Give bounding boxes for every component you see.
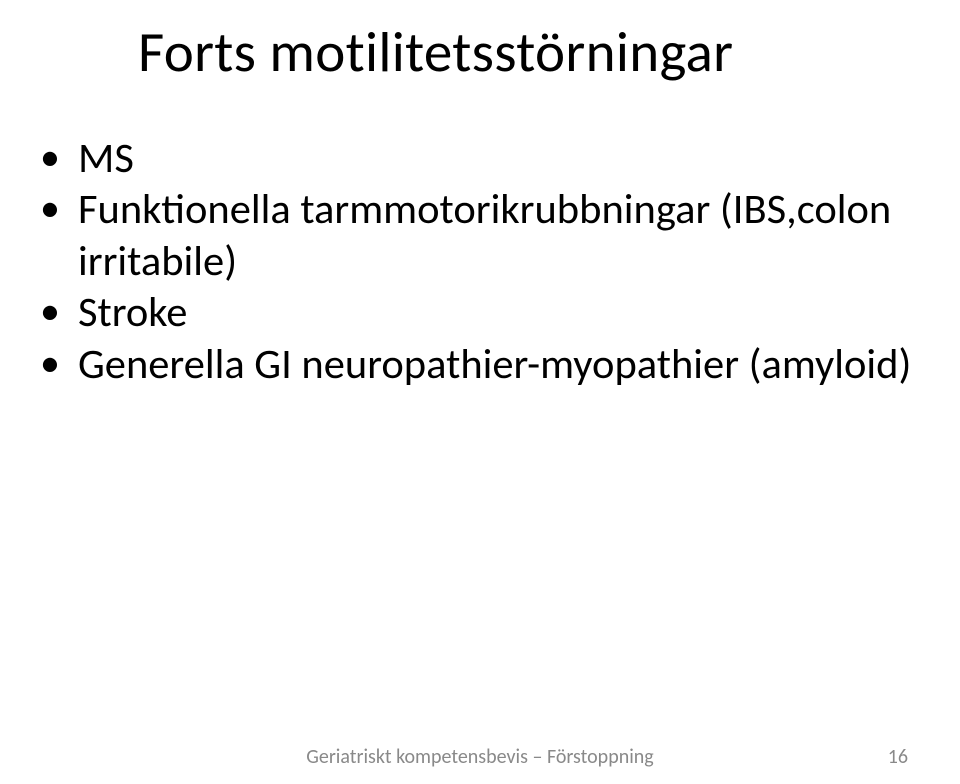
- list-item: Generella GI neuropathier-myopathier (am…: [38, 339, 960, 390]
- slide-footer: Geriatriskt kompetensbevis – Förstoppnin…: [0, 745, 960, 769]
- footer-text: Geriatriskt kompetensbevis – Förstoppnin…: [306, 745, 653, 769]
- list-item: Stroke: [38, 287, 960, 338]
- bullet-list: MS Funktionella tarmmotorikrubbningar (I…: [38, 133, 960, 390]
- list-item: MS: [38, 133, 960, 184]
- slide: Forts motilitetsstörningar MS Funktionel…: [0, 0, 960, 784]
- list-item: Funktionella tarmmotorikrubbningar (IBS,…: [38, 184, 960, 287]
- page-number: 16: [888, 745, 908, 769]
- slide-title: Forts motilitetsstörningar: [138, 18, 733, 87]
